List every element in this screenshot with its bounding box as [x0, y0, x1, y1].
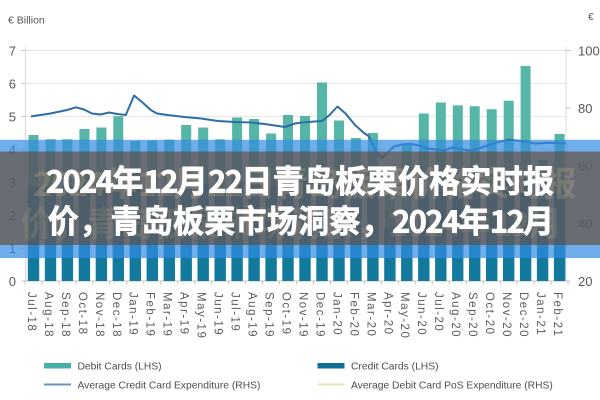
svg-text:Mar-20: Mar-20: [364, 292, 376, 337]
svg-text:Feb-19: Feb-19: [144, 292, 156, 337]
svg-text:Jun-19: Jun-19: [212, 292, 224, 336]
svg-text:Sep-20: Sep-20: [466, 292, 478, 338]
svg-text:20: 20: [578, 274, 592, 289]
svg-text:Dec-20: Dec-20: [517, 292, 529, 338]
svg-text:Average Credit Card Expenditur: Average Credit Card Expenditure (RHS): [78, 381, 261, 392]
svg-text:100: 100: [578, 44, 600, 59]
svg-text:Apr-19: Apr-19: [178, 292, 190, 336]
svg-text:Apr-20: Apr-20: [381, 292, 393, 336]
svg-text:Jun-20: Jun-20: [415, 292, 427, 336]
svg-text:Jan-20: Jan-20: [330, 292, 342, 336]
svg-text:Jul-20: Jul-20: [432, 292, 444, 332]
svg-text:Average Debit Card PoS Expendi: Average Debit Card PoS Expenditure (RHS): [351, 381, 553, 392]
svg-text:May-19: May-19: [195, 292, 207, 339]
svg-text:Oct-18: Oct-18: [76, 292, 88, 336]
svg-text:Mar-19: Mar-19: [161, 292, 173, 337]
svg-text:80: 80: [578, 101, 592, 116]
svg-text:Sep-19: Sep-19: [263, 292, 275, 338]
svg-text:May-20: May-20: [398, 292, 410, 339]
svg-text:Jan-21: Jan-21: [534, 292, 546, 336]
svg-text:Oct-19: Oct-19: [279, 292, 291, 336]
svg-text:Dec-19: Dec-19: [313, 292, 325, 338]
svg-text:Feb-21: Feb-21: [551, 292, 563, 337]
svg-text:Credit Cards (LHS): Credit Cards (LHS): [351, 362, 439, 373]
svg-text:7: 7: [9, 44, 16, 59]
svg-text:€ Billion: € Billion: [8, 15, 45, 27]
svg-text:Dec-18: Dec-18: [110, 292, 122, 338]
svg-text:Feb-20: Feb-20: [347, 292, 359, 337]
svg-text:Jul-19: Jul-19: [229, 292, 241, 332]
svg-text:Aug-20: Aug-20: [449, 292, 461, 338]
svg-text:Aug-19: Aug-19: [246, 292, 258, 338]
svg-text:Jul-18: Jul-18: [25, 292, 37, 332]
svg-text:Jan-19: Jan-19: [127, 292, 139, 336]
svg-text:Debit Cards (LHS): Debit Cards (LHS): [78, 362, 162, 373]
svg-text:5: 5: [9, 109, 16, 124]
svg-text:Oct-20: Oct-20: [483, 292, 495, 336]
svg-text:Aug-18: Aug-18: [42, 292, 54, 338]
svg-text:€: €: [588, 11, 594, 23]
svg-text:Nov-18: Nov-18: [93, 292, 105, 338]
svg-text:Nov-20: Nov-20: [500, 292, 512, 338]
svg-text:0: 0: [9, 274, 16, 289]
svg-text:6: 6: [9, 76, 16, 91]
svg-text:Sep-18: Sep-18: [59, 292, 71, 338]
svg-text:Nov-19: Nov-19: [296, 292, 308, 338]
